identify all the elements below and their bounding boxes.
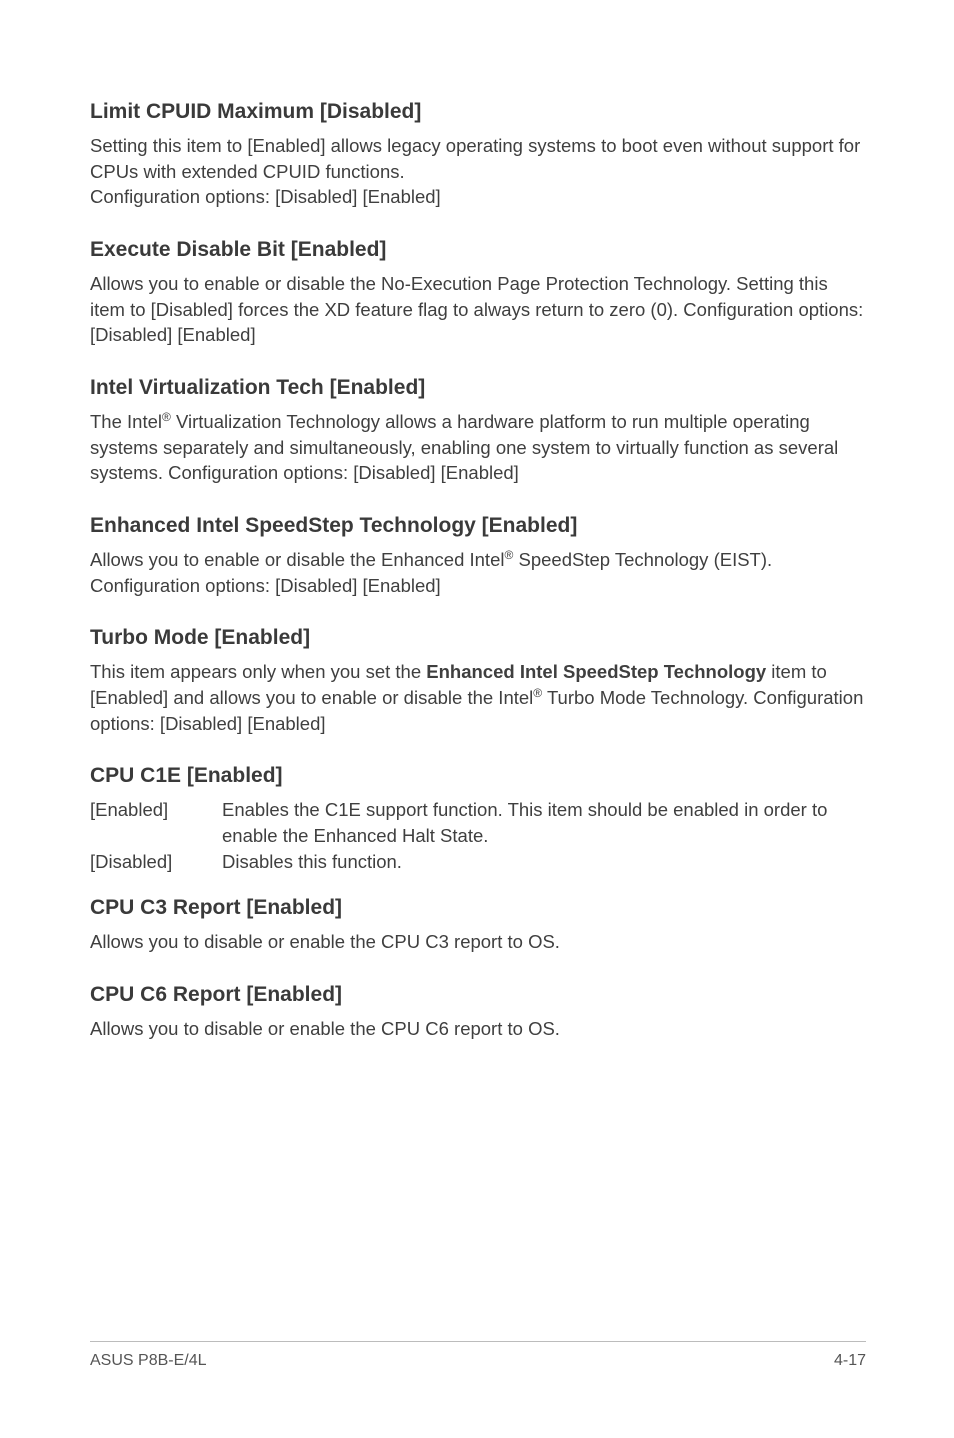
heading-limit-cpuid: Limit CPUID Maximum [Disabled]: [90, 98, 866, 125]
page-content: Limit CPUID Maximum [Disabled] Setting t…: [0, 0, 954, 1438]
footer-right: 4-17: [834, 1352, 866, 1370]
definition-term: [Enabled]: [90, 797, 222, 848]
footer-left: ASUS P8B-E/4L: [90, 1352, 207, 1370]
section-intel-virt: Intel Virtualization Tech [Enabled] The …: [90, 374, 866, 486]
heading-execute-disable: Execute Disable Bit [Enabled]: [90, 236, 866, 263]
text-fragment: The Intel: [90, 411, 162, 432]
body-c3: Allows you to disable or enable the CPU …: [90, 929, 866, 955]
heading-c1e: CPU C1E [Enabled]: [90, 762, 866, 789]
section-limit-cpuid: Limit CPUID Maximum [Disabled] Setting t…: [90, 98, 866, 210]
heading-c6: CPU C6 Report [Enabled]: [90, 981, 866, 1008]
heading-intel-virt: Intel Virtualization Tech [Enabled]: [90, 374, 866, 401]
page-footer: ASUS P8B-E/4L 4-17: [90, 1341, 866, 1370]
body-intel-virt: The Intel® Virtualization Technology all…: [90, 409, 866, 486]
heading-speedstep: Enhanced Intel SpeedStep Technology [Ena…: [90, 512, 866, 539]
registered-mark: ®: [504, 548, 513, 562]
text-fragment: Virtualization Technology allows a hardw…: [90, 411, 838, 483]
section-speedstep: Enhanced Intel SpeedStep Technology [Ena…: [90, 512, 866, 598]
section-c3: CPU C3 Report [Enabled] Allows you to di…: [90, 894, 866, 955]
heading-c3: CPU C3 Report [Enabled]: [90, 894, 866, 921]
text-fragment: This item appears only when you set the: [90, 661, 426, 682]
bold-fragment: Enhanced Intel SpeedStep Technology: [426, 661, 766, 682]
definition-row: [Enabled] Enables the C1E support functi…: [90, 797, 866, 848]
registered-mark: ®: [162, 410, 171, 424]
body-execute-disable: Allows you to enable or disable the No-E…: [90, 271, 866, 348]
definition-term: [Disabled]: [90, 849, 222, 875]
body-c6: Allows you to disable or enable the CPU …: [90, 1016, 866, 1042]
section-c1e: CPU C1E [Enabled] [Enabled] Enables the …: [90, 762, 866, 874]
body-turbo: This item appears only when you set the …: [90, 659, 866, 736]
section-c6: CPU C6 Report [Enabled] Allows you to di…: [90, 981, 866, 1042]
definition-row: [Disabled] Disables this function.: [90, 849, 866, 875]
heading-turbo: Turbo Mode [Enabled]: [90, 624, 866, 651]
registered-mark: ®: [533, 686, 542, 700]
section-turbo: Turbo Mode [Enabled] This item appears o…: [90, 624, 866, 736]
definition-desc: Disables this function.: [222, 849, 866, 875]
definition-desc: Enables the C1E support function. This i…: [222, 797, 866, 848]
text-fragment: Allows you to enable or disable the Enha…: [90, 549, 504, 570]
section-execute-disable: Execute Disable Bit [Enabled] Allows you…: [90, 236, 866, 348]
body-limit-cpuid: Setting this item to [Enabled] allows le…: [90, 133, 866, 210]
body-speedstep: Allows you to enable or disable the Enha…: [90, 547, 866, 598]
